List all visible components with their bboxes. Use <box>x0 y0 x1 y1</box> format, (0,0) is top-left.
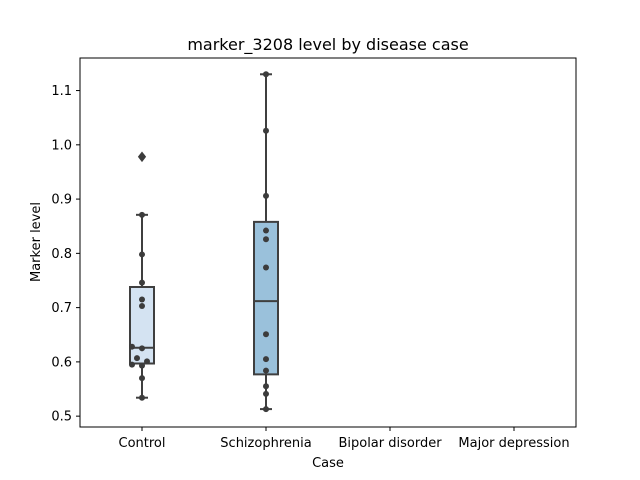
data-point <box>263 127 269 134</box>
y-axis-label: Marker level <box>29 202 44 282</box>
data-point <box>139 296 145 303</box>
x-axis-label: Case <box>312 456 344 471</box>
data-point <box>129 343 135 350</box>
chart-title: marker_3208 level by disease case <box>187 35 468 55</box>
data-point <box>263 236 269 243</box>
x-tick-label: Major depression <box>458 436 569 451</box>
data-point <box>263 356 269 363</box>
data-point <box>263 192 269 199</box>
axes-frame <box>79 57 577 428</box>
y-tick-label: 1.1 <box>51 84 72 99</box>
data-point <box>139 394 145 401</box>
data-point <box>139 362 145 369</box>
y-tick-label: 0.8 <box>51 247 72 262</box>
data-point <box>144 358 150 365</box>
data-point <box>139 279 145 286</box>
data-point <box>139 302 145 309</box>
plot-area: 0.5 0.6 0.7 0.8 0.9 1.0 1.1 Control Schizophreni… <box>51 71 570 451</box>
y-tick-label: 0.7 <box>51 301 72 316</box>
data-point <box>263 383 269 390</box>
y-tick-label: 0.6 <box>51 355 72 370</box>
data-point <box>263 331 269 338</box>
data-point <box>263 227 269 234</box>
box-schizophrenia <box>253 220 279 376</box>
data-point <box>263 71 269 78</box>
y-tick-label: 0.9 <box>51 193 72 208</box>
y-tick-label: 0.5 <box>51 410 72 425</box>
data-point <box>139 345 145 352</box>
data-point <box>263 390 269 397</box>
x-tick-label: Bipolar disorder <box>338 436 442 451</box>
data-point <box>139 375 145 382</box>
data-point <box>263 406 269 413</box>
data-point <box>139 211 145 218</box>
x-tick-label: Schizophrenia <box>220 436 311 451</box>
data-point <box>139 251 145 258</box>
data-point <box>263 367 269 374</box>
data-point <box>139 153 145 160</box>
data-point <box>129 361 135 368</box>
data-point <box>263 264 269 271</box>
data-point <box>134 355 140 362</box>
x-tick-label: Control <box>119 436 166 451</box>
y-tick-label: 1.0 <box>51 138 72 153</box>
